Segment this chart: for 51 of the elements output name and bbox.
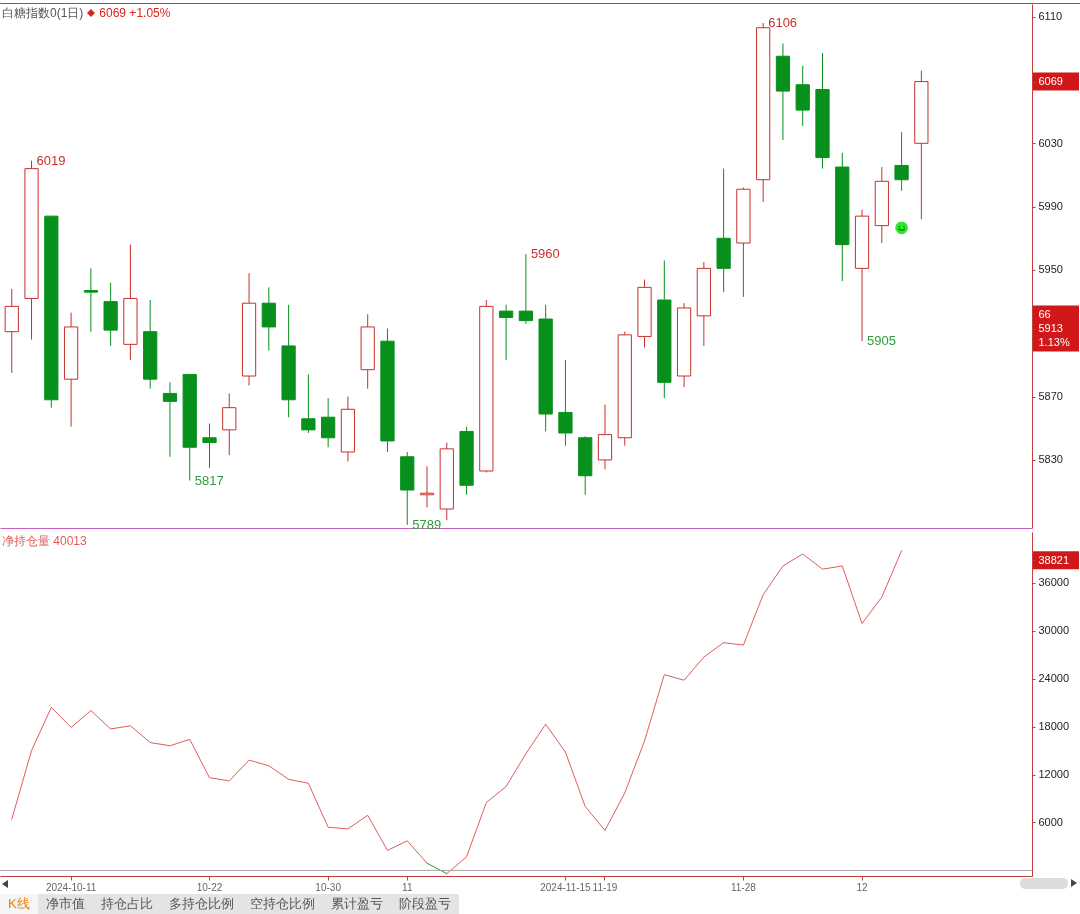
text: 累计盈亏 (329, 895, 384, 913)
text: 6019 (36, 152, 66, 168)
text: 净市值 (44, 895, 86, 913)
text: 阶段盈亏 (397, 895, 452, 913)
text: 5905 (867, 333, 896, 349)
y-tick-label: 38821 (1038, 553, 1070, 566)
candlestick (261, 286, 276, 352)
candlestick (558, 359, 573, 447)
y-tick-label: 36000 (1038, 576, 1070, 589)
text: 5789 (412, 516, 442, 532)
line-series (446, 550, 903, 875)
y-tick-label: 12000 (1038, 768, 1070, 781)
candlestick (162, 381, 178, 458)
candlestick (894, 131, 909, 192)
text: 空持仓比例 (248, 895, 316, 913)
x-tick-label: 11 (402, 881, 413, 893)
x-tick-label: 12 (856, 881, 869, 893)
chart-title: 净持仓量 40013 (2, 534, 87, 548)
x-tick-label: 11-28 (730, 881, 757, 893)
y-tick-label: 66 5913 1.13% (1038, 308, 1070, 349)
candlestick (498, 304, 514, 361)
y-tick-label: 24000 (1038, 672, 1070, 685)
text: 6106 (768, 15, 798, 30)
chart-title: 白糖指数0(1日) (2, 6, 84, 20)
text: 5960 (530, 246, 560, 262)
text: K线 (0, 894, 38, 914)
y-tick-label: 5950 (1038, 263, 1063, 276)
x-tick-label: 10-30 (315, 881, 342, 893)
text: 持仓占比 (99, 895, 154, 913)
y-tick-label: 6069 (1038, 75, 1063, 88)
text: 多持仓比例 (167, 895, 235, 913)
x-tick-label: 11-19 (592, 881, 618, 893)
x-tick-label: 10-22 (196, 881, 223, 893)
line-series (11, 706, 428, 864)
y-tick-label: 5830 (1038, 453, 1063, 466)
y-tick-label: 5990 (1038, 200, 1063, 213)
y-tick-label: 6030 (1038, 136, 1063, 149)
y-tick-label: 5870 (1038, 390, 1063, 403)
x-tick-label: 2024-11-15 (540, 881, 592, 893)
candlestick (301, 373, 316, 434)
candlestick (222, 392, 237, 456)
x-tick-label: 2024-10-11 (45, 881, 97, 893)
candlestick (321, 397, 336, 448)
text: 5817 (194, 472, 224, 488)
y-tick-label: 30000 (1038, 624, 1070, 637)
y-tick-label: 6000 (1038, 815, 1063, 828)
y-tick-label: 18000 (1038, 720, 1070, 733)
candlestick (202, 423, 217, 469)
y-tick-label: 6110 (1038, 10, 1063, 23)
chart-subtitle: 6069 +1.05% (99, 6, 171, 20)
candlestick (83, 267, 98, 333)
